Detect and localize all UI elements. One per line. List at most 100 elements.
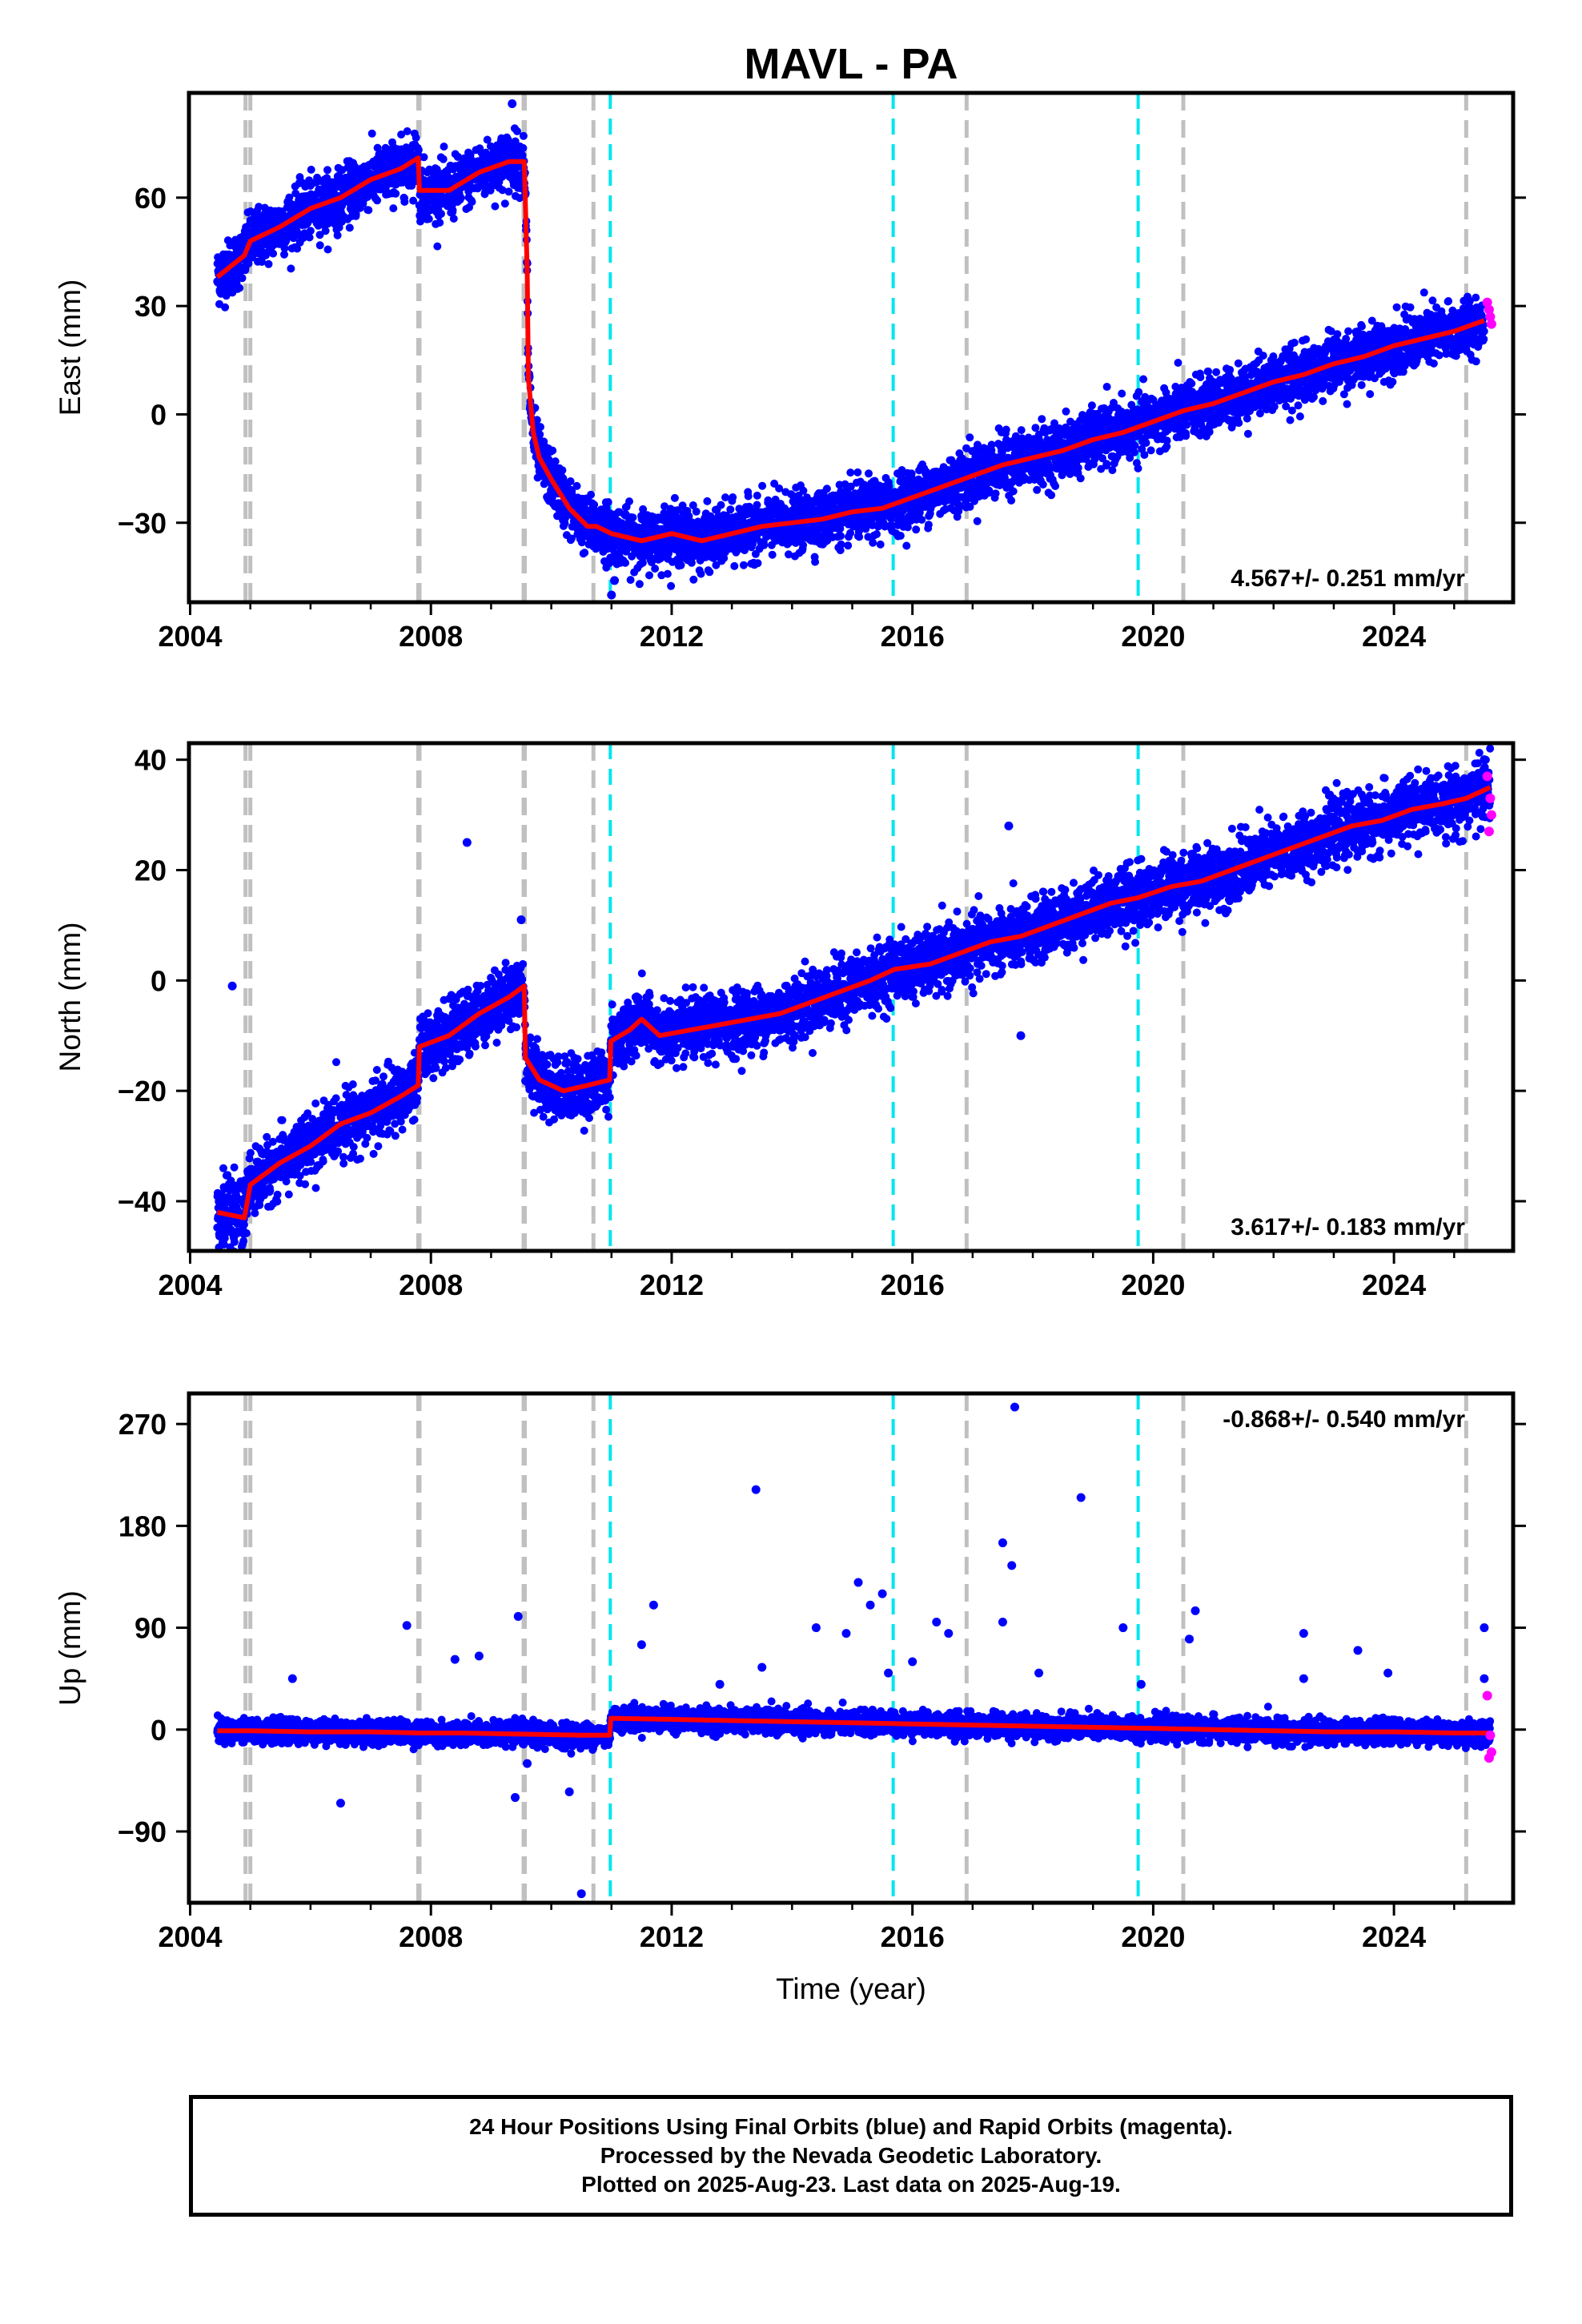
- y-axis-label-north: North (mm): [54, 922, 86, 1072]
- outlier-point: [884, 1668, 893, 1678]
- outlier-point: [648, 1600, 658, 1610]
- panel-up: 2004 2008 2012 2016 2020 2024 −90 0 90 180 270 Up (…: [54, 1391, 1526, 2005]
- outlier-point: [462, 838, 472, 847]
- outlier-point: [564, 1787, 574, 1796]
- outlier-point: [402, 1621, 412, 1630]
- y-tick-label: 0: [151, 964, 167, 997]
- x-tick-label: 2020: [1121, 1269, 1185, 1301]
- outlier-point: [932, 1617, 942, 1626]
- x-axis-label: Time (year): [776, 1972, 926, 2005]
- x-tick-label: 2012: [640, 1269, 704, 1301]
- y-tick-label: −20: [118, 1075, 167, 1108]
- rapid-orbit-point: [1484, 1753, 1494, 1763]
- y-tick-label: 0: [151, 398, 167, 431]
- outlier-point: [1136, 1679, 1146, 1689]
- outlier-point: [513, 1611, 523, 1621]
- x-tick-label: 2004: [158, 620, 222, 653]
- y-tick-label: −30: [118, 507, 167, 540]
- outlier-point: [508, 99, 517, 109]
- rapid-orbit-point: [1485, 793, 1496, 803]
- model-line-east: [215, 155, 1485, 544]
- panels: 2004 2008 2012 2016 2020 2024 −30 0 30 60 East (mm…: [54, 90, 1526, 2005]
- outlier-point: [516, 915, 526, 925]
- x-tick-label: 2012: [640, 1920, 704, 1953]
- x-tick-label: 2024: [1362, 620, 1426, 653]
- x-tick-label: 2016: [881, 1269, 945, 1301]
- outlier-point: [607, 590, 616, 600]
- model-line-up: [217, 1715, 1491, 1738]
- rapid-orbit-point: [1486, 810, 1496, 820]
- model-line-north: [216, 785, 1492, 1220]
- outlier-point: [853, 1578, 863, 1587]
- y-axis-label-up: Up (mm): [54, 1590, 86, 1706]
- y-axis-label-east: East (mm): [54, 279, 86, 416]
- axes-frame-up: [187, 1391, 1516, 1905]
- final-orbit-points-up: [213, 1697, 1495, 1758]
- outlier-point: [287, 1674, 297, 1683]
- plot-area-east: [213, 93, 1496, 602]
- x-tick-label: 2020: [1121, 620, 1185, 653]
- outlier-point: [610, 576, 620, 585]
- panel-east: 2004 2008 2012 2016 2020 2024 −30 0 30 60 East (mm…: [54, 90, 1526, 653]
- outlier-point: [1004, 821, 1014, 830]
- outlier-point: [757, 1663, 767, 1672]
- final-orbit-points-north: [213, 743, 1495, 1251]
- footer-line-3: Plotted on 2025-Aug-23. Last data on 202…: [581, 2172, 1121, 2197]
- x-tick-label: 2004: [158, 1269, 222, 1301]
- x-tick-label: 2024: [1362, 1920, 1426, 1953]
- outlier-point: [811, 1623, 821, 1633]
- outlier-point: [1299, 1629, 1308, 1638]
- y-tick-label: 0: [151, 1714, 167, 1747]
- rapid-orbit-point: [1482, 297, 1492, 308]
- y-tick-label: 60: [135, 182, 167, 215]
- x-tick-label: 2008: [399, 620, 463, 653]
- axes-frame-north: [187, 741, 1516, 1253]
- footer-box: 24 Hour Positions Using Final Orbits (bl…: [189, 2095, 1513, 2217]
- outlier-point: [1007, 1561, 1017, 1570]
- footer-line-1: 24 Hour Positions Using Final Orbits (bl…: [469, 2114, 1233, 2139]
- chart-title: MAVL - PA: [745, 40, 958, 88]
- outlier-point: [715, 1679, 725, 1689]
- y-tick-label: 90: [135, 1612, 167, 1645]
- rapid-orbit-point: [1482, 1691, 1492, 1701]
- rate-label-up: -0.868+/- 0.540 mm/yr: [1223, 1406, 1465, 1433]
- outlier-point: [474, 1651, 484, 1661]
- y-tick-label: 20: [135, 854, 167, 887]
- outlier-point: [1191, 1606, 1200, 1615]
- axes-frame-east: [187, 90, 1516, 605]
- outlier-point: [1034, 1668, 1044, 1678]
- outlier-point: [1076, 1493, 1086, 1502]
- y-tick-label: 30: [135, 290, 167, 323]
- outlier-point: [865, 1600, 875, 1610]
- outlier-point: [998, 1538, 1007, 1548]
- y-tick-label: −90: [118, 1815, 167, 1848]
- rate-label-north: 3.617+/- 0.183 mm/yr: [1231, 1214, 1465, 1240]
- outlier-point: [1480, 755, 1489, 765]
- outlier-point: [998, 1617, 1007, 1626]
- y-tick-label: 270: [118, 1408, 167, 1441]
- outlier-point: [215, 287, 225, 296]
- rapid-orbit-point: [1484, 826, 1494, 837]
- outlier-point: [1118, 1623, 1128, 1633]
- rapid-orbit-point: [1485, 312, 1496, 322]
- x-tick-label: 2012: [640, 620, 704, 653]
- outlier-point: [751, 1485, 761, 1494]
- plot-area-up: [213, 1393, 1496, 1903]
- outlier-point: [908, 1657, 917, 1667]
- x-tick-label: 2024: [1362, 1269, 1426, 1301]
- outlier-point: [335, 1799, 345, 1808]
- outlier-point: [1185, 1634, 1195, 1644]
- y-tick-label: 180: [118, 1510, 167, 1542]
- outlier-point: [1299, 1674, 1308, 1683]
- plot-area-north: [213, 743, 1496, 1251]
- x-tick-label: 2016: [881, 620, 945, 653]
- x-tick-label: 2016: [881, 1920, 945, 1953]
- outlier-point: [877, 1589, 887, 1598]
- y-tick-label: 40: [135, 744, 167, 777]
- outlier-point: [1353, 1646, 1363, 1655]
- outlier-point: [1010, 1402, 1019, 1412]
- outlier-point: [944, 1629, 954, 1638]
- panel-north: 2004 2008 2012 2016 2020 2024 −40 −20 0 20 40 North…: [54, 741, 1526, 1301]
- x-tick-label: 2020: [1121, 1920, 1185, 1953]
